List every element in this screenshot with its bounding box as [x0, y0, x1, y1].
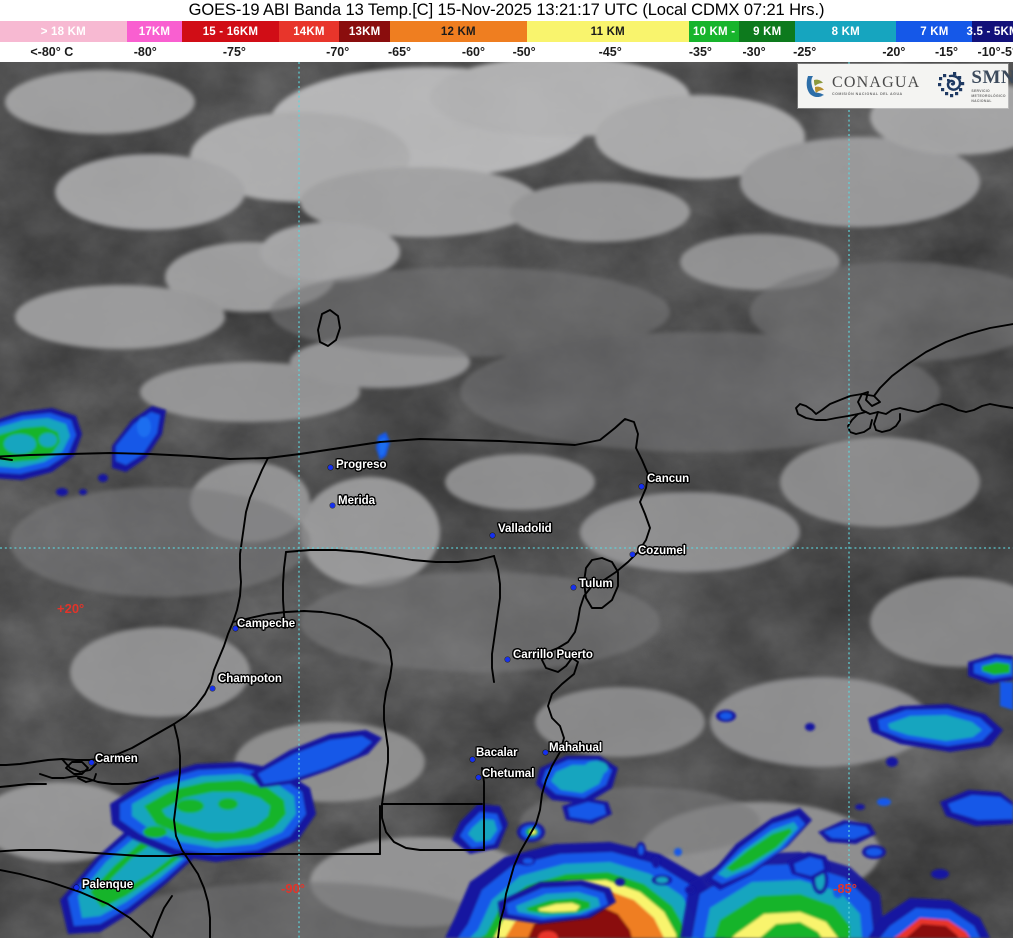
temperature-tick: -25° [793, 45, 817, 59]
colorbar-legend: > 18 KM 17KM 15 - 16KM 14KM 13KM 12 KM 11 KM 10… [0, 21, 1013, 42]
colorbar-segment-label: 11 KM [590, 25, 625, 38]
temperature-tick: <-80° C [30, 45, 74, 59]
colorbar-segment: 12 KM [389, 21, 527, 42]
colorbar-segment: 14KM [278, 21, 340, 42]
colorbar-segment: > 18 KM [0, 21, 127, 42]
city-marker-dot [329, 502, 335, 508]
colorbar-segment: 7 KM [896, 21, 973, 42]
city-marker-dot [232, 625, 238, 631]
storm-band-southeast [680, 852, 990, 938]
city-marker-dot [542, 749, 548, 755]
colorbar-segment-label: 13KM [348, 25, 381, 38]
colorbar-segment-label: 7 KM [920, 25, 949, 38]
temperature-tick: -10° [977, 45, 1001, 59]
conagua-subtitle: COMISIÓN NACIONAL DEL AGUA [832, 92, 903, 97]
smn-subtitle: SERVICIO METEOROLÓGICO NACIONAL [971, 88, 1006, 104]
colorbar-segment: 15 - 16KM [182, 21, 279, 42]
colorbar-segment: 3.5 - 5KM [967, 21, 1013, 42]
temperature-tick: -65° [387, 45, 412, 59]
city-marker-dot [209, 685, 215, 691]
colorbar-segment-label: 17KM [138, 25, 171, 38]
grid-coordinate-label: -85° [833, 881, 857, 896]
temperature-tick: -60° [461, 45, 485, 59]
colorbar-segment-label: 8 KM [831, 25, 860, 38]
temperature-tick: -35° [688, 45, 712, 59]
grid-coordinate-label: +20° [57, 601, 85, 616]
smn-logo: SMN SERVICIO METEOROLÓGICO NACIONAL [936, 68, 1013, 104]
title-text: GOES-19 ABI Banda 13 Temp.[C] 15-Nov-202… [188, 1, 825, 19]
city-marker-dot [327, 464, 333, 470]
temperature-tick: -30° [742, 45, 766, 59]
temperature-tick: -5° [1000, 45, 1013, 59]
city-marker-dot [469, 756, 475, 762]
colorbar-segment-label: 14KM [293, 25, 325, 38]
smn-emblem-icon [938, 71, 965, 98]
city-marker-dot [504, 656, 510, 662]
temperature-tick: -70° [326, 45, 350, 59]
temperature-tick: -15° [934, 45, 959, 59]
temperature-tick: -45° [598, 45, 622, 59]
colorbar-segment: 8 KM [795, 21, 897, 42]
temperature-tick: -20° [882, 45, 906, 59]
colorbar-segment-label: 10 KM - [692, 25, 736, 38]
colorbar-segment-label: > 18 KM [40, 25, 86, 38]
colorbar-segment-label: 12 KM [440, 25, 476, 38]
conagua-logo: CONAGUA COMISIÓN NACIONAL DEL AGUA [798, 73, 920, 99]
city-marker-dot [638, 483, 644, 489]
storm-cell-west [60, 730, 382, 934]
conagua-emblem-icon [806, 76, 824, 98]
agency-logo: CONAGUA COMISIÓN NACIONAL DEL AGUA [798, 64, 1013, 108]
colorbar-segment: 17KM [126, 21, 183, 42]
page-title: GOES-19 ABI Banda 13 Temp.[C] 15-Nov-202… [0, 0, 1013, 21]
colorbar-segment-label: 15 - 16KM [202, 25, 259, 38]
scattered-cells-east [706, 654, 1013, 898]
coastlines [0, 309, 1013, 938]
colorbar-segment: 13KM [339, 21, 390, 42]
city-marker-dot [629, 551, 635, 557]
grid-coordinate-label: -90° [281, 881, 305, 896]
colorbar-segment-label: 9 KM [753, 25, 782, 38]
colorbar-segment-label: 3.5 - 5KM [966, 25, 1013, 38]
cells-chetumal [498, 756, 695, 924]
cells-northwest [0, 406, 390, 496]
colorbar-segment: 11 KM [526, 21, 689, 42]
city-marker-dot [489, 532, 495, 538]
temperature-tick: -75° [222, 45, 246, 59]
temperature-tick: -80° [133, 45, 157, 59]
coordinate-grid [0, 62, 1013, 938]
colorbar-segment: 9 KM [739, 21, 796, 42]
colorbar-segment: 10 KM - [688, 21, 740, 42]
city-marker-dot [570, 584, 576, 590]
city-marker-dot [475, 774, 481, 780]
temperature-tick: -50° [512, 45, 536, 59]
temperature-scale: <-80° C -80° -75° -70° -65° -60° -50° -45° -35° -… [0, 42, 1013, 62]
smn-name: SMN [971, 66, 1013, 88]
city-marker-dot [73, 884, 79, 890]
conagua-name: CONAGUA [832, 73, 921, 91]
city-marker-dot [88, 759, 94, 765]
satellite-imagery [0, 62, 1013, 938]
